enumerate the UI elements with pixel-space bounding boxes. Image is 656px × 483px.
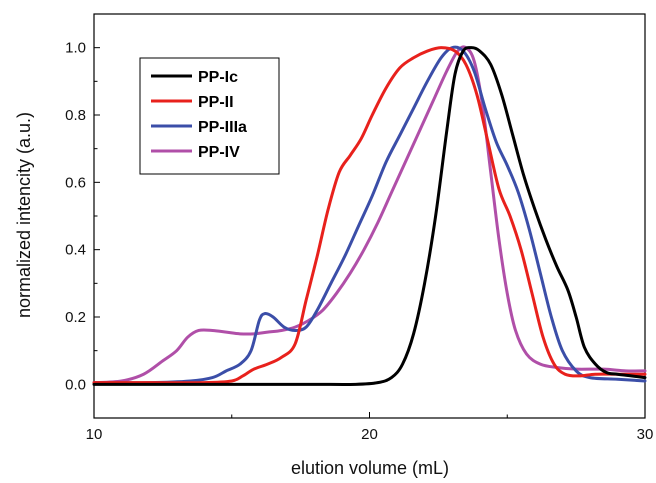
x-tick-label: 10 — [86, 426, 103, 443]
ticks-layer: 10 20 30 0.0 0.2 0.4 0.6 0.8 1.0 — [65, 13, 654, 443]
series-line-pp-ic — [92, 46, 647, 386]
x-tick-label: 20 — [361, 426, 378, 443]
legend-label: PP-IIIa — [198, 119, 247, 136]
y-tick-label: 1.0 — [65, 40, 86, 57]
legend-label: PP-IV — [198, 144, 240, 161]
series-line-pp-iiia — [92, 45, 647, 385]
series-layer — [92, 45, 647, 386]
legend: PP-Ic PP-II PP-IIIa PP-IV — [139, 57, 280, 175]
series-line-pp-iv — [92, 45, 647, 385]
legend-label: PP-II — [198, 94, 234, 111]
y-tick-label: 0.0 — [65, 376, 86, 393]
y-axis-title: normalized intencity (a.u.) — [14, 112, 34, 318]
x-axis-title: elution volume (mL) — [291, 458, 449, 478]
legend-label: PP-Ic — [198, 69, 238, 86]
x-tick-label: 30 — [637, 426, 654, 443]
y-tick-label: 0.6 — [65, 174, 86, 191]
y-tick-label: 0.2 — [65, 309, 86, 326]
series-line-pp-ii — [92, 46, 647, 385]
y-tick-label: 0.8 — [65, 107, 86, 124]
y-tick-label: 0.4 — [65, 242, 86, 259]
